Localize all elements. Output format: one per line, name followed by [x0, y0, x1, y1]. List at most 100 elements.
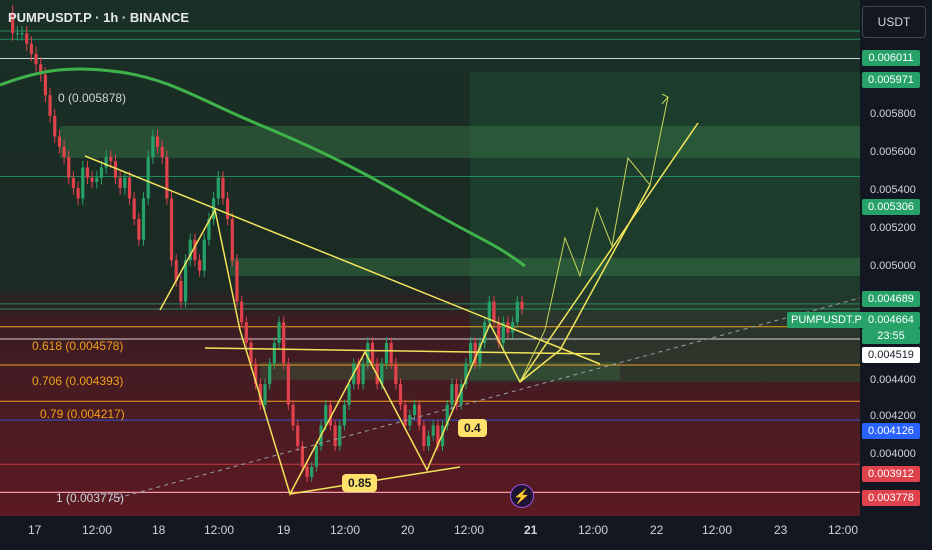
- candle: [296, 425, 300, 447]
- candle: [39, 64, 43, 75]
- candle: [445, 404, 449, 426]
- price-badge: 0.003912: [862, 466, 920, 482]
- candle: [422, 425, 426, 447]
- fib-level-0618: 0.618 (0.004578): [32, 339, 124, 353]
- time-tick: 12:00: [702, 523, 733, 537]
- time-axis-bg: [0, 516, 932, 550]
- candle: [277, 322, 281, 343]
- price-tick: 0.004200: [870, 410, 916, 422]
- price-tick: 0.004000: [870, 448, 916, 460]
- candle: [165, 157, 169, 199]
- candle: [57, 136, 61, 147]
- lightning-icon[interactable]: ⚡: [510, 484, 534, 508]
- candle: [90, 177, 94, 182]
- time-tick: 23: [774, 523, 788, 537]
- price-badge: 0.004519: [862, 347, 920, 363]
- arrow-icon: [661, 93, 669, 105]
- moving-average-line: [0, 67, 526, 268]
- candle: [384, 342, 389, 364]
- time-tick: 17: [28, 523, 42, 537]
- candle: [95, 177, 99, 182]
- candle: [118, 177, 122, 189]
- time-tick: 12:00: [330, 523, 361, 537]
- candle: [29, 43, 33, 54]
- candle: [109, 157, 113, 162]
- candle: [366, 342, 370, 364]
- candle: [226, 198, 230, 220]
- candle: [473, 342, 477, 364]
- dashed-trendline: [109, 297, 861, 501]
- candle: [286, 363, 290, 405]
- candle: [483, 322, 487, 343]
- candle: [338, 425, 342, 447]
- candle: [113, 161, 118, 178]
- price-tick: 0.005200: [870, 222, 916, 234]
- candle: [310, 466, 314, 478]
- candle: [408, 415, 412, 426]
- candle: [99, 167, 104, 178]
- candle: [85, 167, 90, 178]
- candle: [328, 404, 333, 426]
- time-tick: 19: [277, 523, 291, 537]
- fib-level-079: 0.79 (0.004217): [40, 407, 125, 421]
- price-tick: 0.005800: [870, 108, 916, 120]
- time-tick: 12:00: [578, 523, 609, 537]
- candle: [459, 384, 463, 405]
- candle: [123, 177, 127, 189]
- price-badge: 0.003778: [862, 490, 920, 506]
- candle: [169, 198, 174, 261]
- candle: [492, 301, 496, 323]
- candle: [179, 280, 183, 302]
- price-tick: 0.004400: [870, 374, 916, 386]
- candle: [469, 342, 473, 364]
- projection-path: [519, 96, 669, 383]
- candle: [11, 12, 15, 34]
- candle: [412, 404, 417, 416]
- chart-title: PUMPUSDT.P · 1h · BINANCE: [8, 10, 190, 25]
- candle: [183, 260, 188, 302]
- candle: [291, 404, 295, 426]
- candle: [515, 301, 519, 323]
- pattern-path: [159, 184, 651, 496]
- current-price-badge: 0.004664: [862, 312, 920, 328]
- time-tick: 12:00: [828, 523, 859, 537]
- price-tick: 0.005000: [870, 260, 916, 272]
- candle: [380, 363, 384, 385]
- currency-button[interactable]: USDT: [862, 6, 926, 38]
- candle: [464, 363, 468, 385]
- candle: [268, 363, 272, 385]
- candle: [71, 177, 76, 189]
- candle: [305, 466, 309, 478]
- candle: [333, 425, 337, 447]
- candle: [450, 384, 454, 405]
- candle: [141, 198, 146, 240]
- candle: [146, 157, 150, 199]
- candle: [160, 146, 164, 158]
- candle: [20, 33, 24, 35]
- candle: [497, 322, 501, 343]
- candle: [221, 177, 225, 199]
- price-tick: 0.005600: [870, 146, 916, 158]
- symbol-label: PUMPUSDT.P: [787, 312, 866, 328]
- candle: [244, 322, 248, 343]
- candle: [240, 301, 244, 323]
- candle: [511, 322, 515, 333]
- candle: [235, 260, 239, 302]
- candle: [207, 219, 211, 240]
- fib-level-0706: 0.706 (0.004393): [32, 374, 124, 388]
- candle: [202, 239, 206, 271]
- time-tick: 22: [650, 523, 664, 537]
- candle: [81, 167, 85, 199]
- candle: [43, 74, 47, 96]
- price-badge: 0.005306: [862, 199, 920, 215]
- candle: [347, 384, 351, 405]
- candle: [53, 115, 57, 137]
- candle: [478, 342, 482, 364]
- candle: [25, 33, 29, 44]
- candle: [417, 404, 421, 426]
- candle: [132, 198, 136, 220]
- time-tick: 12:00: [204, 523, 235, 537]
- price-badge: 0.004689: [862, 291, 920, 307]
- candle: [282, 322, 286, 364]
